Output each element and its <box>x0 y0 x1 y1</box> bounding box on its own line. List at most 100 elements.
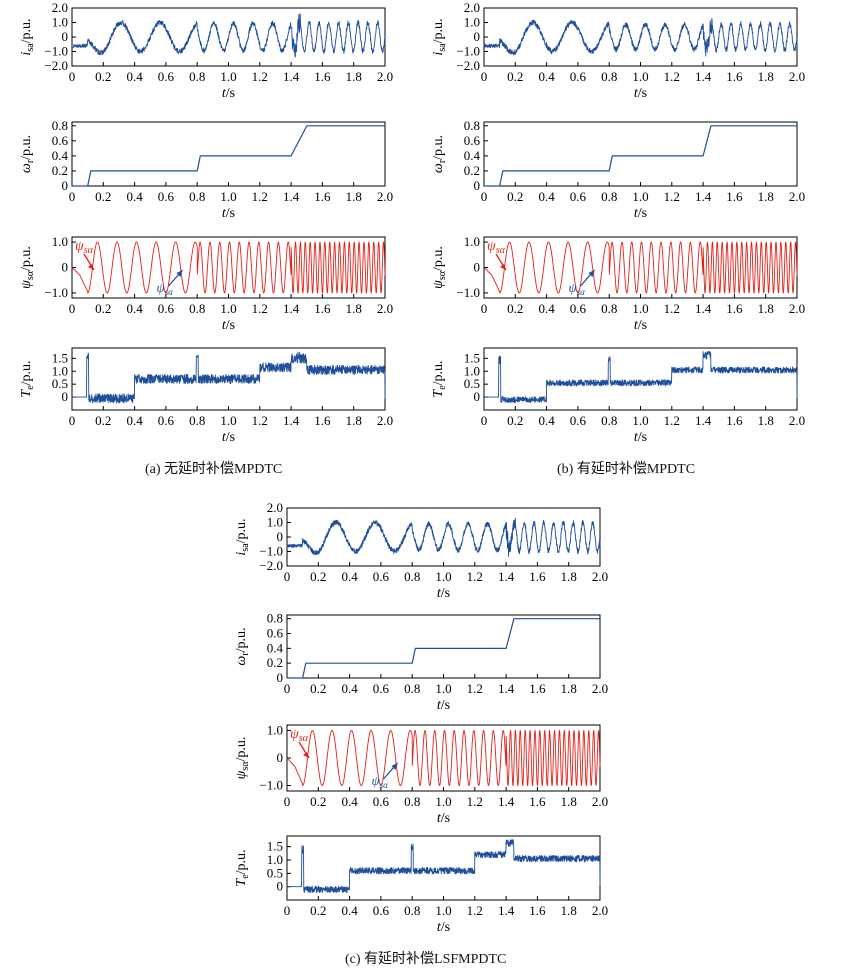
x-tick-label: 0 <box>69 189 76 204</box>
y-axis-label: Te/p.u. <box>431 360 448 397</box>
x-tick-label: 1.6 <box>529 681 546 696</box>
x-tick-label: 0 <box>284 903 291 918</box>
b-isa-chart: 0 0.2 0.4 0.6 0.8 1.0 1.2 1.4 1.6 1.8 2.02.01.00−1… <box>431 0 805 101</box>
series-line <box>72 125 385 187</box>
y-tick-label: 0 <box>474 389 481 404</box>
y-tick-label: 0.2 <box>464 163 480 178</box>
x-tick-label: 1.6 <box>529 794 546 809</box>
x-axis-label: t/s <box>437 920 450 935</box>
x-tick-label: 1.6 <box>726 301 743 316</box>
x-tick-label: 1.6 <box>529 903 546 918</box>
arrow-head <box>391 763 398 770</box>
x-tick-label: 0.4 <box>126 69 143 84</box>
y-axis-label: ωr/p.u. <box>431 135 448 173</box>
x-tick-label: 1.4 <box>283 189 300 204</box>
y-tick-label: −2.0 <box>456 58 480 73</box>
x-axis-label: t/s <box>634 86 647 101</box>
x-tick-label: 1.2 <box>664 69 680 84</box>
series-line <box>286 517 601 557</box>
x-tick-label: 2.0 <box>377 301 393 316</box>
arrow-head <box>176 270 183 277</box>
x-tick-label: 0.4 <box>126 413 143 428</box>
y-tick-label: 0.8 <box>464 118 480 133</box>
x-tick-label: 0.8 <box>601 69 617 84</box>
y-tick-label: 0 <box>62 389 69 404</box>
plot-frame <box>286 614 601 679</box>
x-axis-label: t/s <box>222 318 235 333</box>
x-tick-label: 0.4 <box>538 413 555 428</box>
x-tick-label: 1.2 <box>664 301 680 316</box>
series-line <box>483 241 798 294</box>
y-tick-label: 1.0 <box>267 852 283 867</box>
x-tick-label: 1.4 <box>283 69 300 84</box>
x-tick-label: 1.0 <box>435 794 451 809</box>
x-tick-label: 0.2 <box>95 189 111 204</box>
x-tick-label: 1.8 <box>561 794 577 809</box>
y-tick-label: 0.8 <box>52 118 68 133</box>
y-tick-label: 0 <box>474 260 481 275</box>
c-te-chart: 0 0.2 0.4 0.6 0.8 1.0 1.2 1.4 1.6 1.8 2.01.51.00.5… <box>234 835 608 935</box>
x-tick-label: 0.2 <box>310 903 326 918</box>
x-tick-label: 0.6 <box>570 413 587 428</box>
x-tick-label: 0.6 <box>570 69 587 84</box>
caption-a: (a) 无延时补偿MPDTC <box>145 462 283 477</box>
x-tick-label: 0.6 <box>158 69 175 84</box>
y-axis-label: ωr/p.u. <box>19 135 36 173</box>
x-tick-label: 1.2 <box>467 569 483 584</box>
x-tick-label: 0 <box>481 69 488 84</box>
x-tick-label: 1.2 <box>252 69 268 84</box>
y-axis-label: isa/p.u. <box>431 18 448 55</box>
x-tick-label: 1.2 <box>467 903 483 918</box>
x-tick-label: 1.8 <box>561 903 577 918</box>
x-tick-label: 0.2 <box>310 794 326 809</box>
x-tick-label: 0.8 <box>404 903 420 918</box>
x-tick-label: 2.0 <box>789 69 805 84</box>
x-tick-label: 0.8 <box>404 569 420 584</box>
x-tick-label: 1.0 <box>435 569 451 584</box>
y-tick-label: −1.0 <box>259 544 283 559</box>
x-tick-label: 1.8 <box>758 301 774 316</box>
y-tick-label: 0.8 <box>267 611 283 626</box>
x-tick-label: 1.0 <box>632 69 648 84</box>
x-tick-label: 0.8 <box>601 413 617 428</box>
series-line <box>71 351 386 404</box>
x-tick-label: 2.0 <box>377 189 393 204</box>
x-tick-label: 1.2 <box>467 794 483 809</box>
series-line <box>483 18 798 57</box>
series-line <box>483 351 798 404</box>
y-tick-label: 0.6 <box>464 133 481 148</box>
x-tick-label: 0.8 <box>189 413 205 428</box>
series-line <box>484 125 797 187</box>
annotation-psi-sb: ψsα <box>157 280 174 297</box>
c-isa-chart: 0 0.2 0.4 0.6 0.8 1.0 1.2 1.4 1.6 1.8 2.02.01.00−1… <box>234 500 608 601</box>
annotation-psi-sa: ψsα <box>487 239 506 256</box>
x-tick-label: 1.4 <box>283 301 300 316</box>
y-tick-label: 2.0 <box>267 500 283 515</box>
y-tick-label: −1.0 <box>456 285 480 300</box>
annotation-psi-sa: ψsα <box>290 727 309 744</box>
y-tick-label: 0 <box>62 178 69 193</box>
x-tick-label: 0.6 <box>570 189 587 204</box>
x-tick-label: 0 <box>284 681 291 696</box>
y-axis-label: ψsα/p.u. <box>19 246 36 289</box>
y-tick-label: 0.2 <box>267 655 283 670</box>
x-tick-label: 1.4 <box>498 794 515 809</box>
x-tick-label: 0.2 <box>507 301 523 316</box>
series-line <box>71 241 386 294</box>
x-axis-label: t/s <box>437 586 450 601</box>
x-tick-label: 1.8 <box>758 413 774 428</box>
b-wr-chart: 0 0.2 0.4 0.6 0.8 1.0 1.2 1.4 1.6 1.8 2.00.80.60.4… <box>431 118 805 221</box>
y-tick-label: 0.6 <box>267 626 284 641</box>
x-tick-label: 1.8 <box>346 69 362 84</box>
x-tick-label: 1.4 <box>695 413 712 428</box>
x-axis-label: t/s <box>437 698 450 713</box>
x-tick-label: 0 <box>284 569 291 584</box>
x-tick-label: 1.6 <box>314 189 331 204</box>
series-line <box>286 839 601 893</box>
x-tick-label: 1.6 <box>726 189 743 204</box>
caption-c: (c) 有延时补偿LSFMPDTC <box>345 952 507 967</box>
y-axis-label: isa/p.u. <box>234 518 251 555</box>
x-tick-label: 0.6 <box>158 189 175 204</box>
y-tick-label: 1.0 <box>267 515 283 530</box>
x-tick-label: 2.0 <box>592 794 608 809</box>
